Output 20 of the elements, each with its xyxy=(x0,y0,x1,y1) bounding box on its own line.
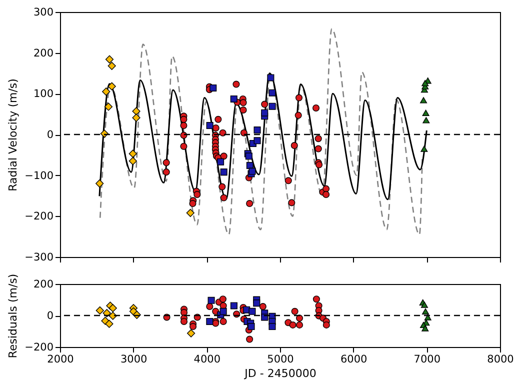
y-axis-title: Radial Velocity (m/s) xyxy=(6,78,20,192)
y-tick-label: −100 xyxy=(24,170,54,182)
y-tick-label: 0 xyxy=(46,129,54,141)
y-tick-label: 300 xyxy=(33,6,54,18)
y-tick-label: −200 xyxy=(24,210,54,223)
x-axis-title: JD - 2450000 xyxy=(244,367,316,380)
x-tick-label: 8000 xyxy=(487,354,514,366)
y-tick-label: 200 xyxy=(33,47,54,60)
x-tick-label: 7000 xyxy=(414,354,441,366)
y-tick-label: −300 xyxy=(24,252,54,264)
x-tick-label: 4000 xyxy=(194,354,221,366)
y-tick-label: 100 xyxy=(33,88,54,100)
x-tick-label: 3000 xyxy=(120,354,148,366)
y-axis-title: Residuals (m/s) xyxy=(6,274,20,358)
x-tick-label: 5000 xyxy=(267,354,294,366)
y-tick-label: 0 xyxy=(46,310,54,322)
x-tick-label: 2000 xyxy=(47,354,74,366)
y-tick-label: −200 xyxy=(24,342,54,354)
x-tick-label: 6000 xyxy=(340,354,368,366)
y-tick-label: 200 xyxy=(33,278,54,290)
